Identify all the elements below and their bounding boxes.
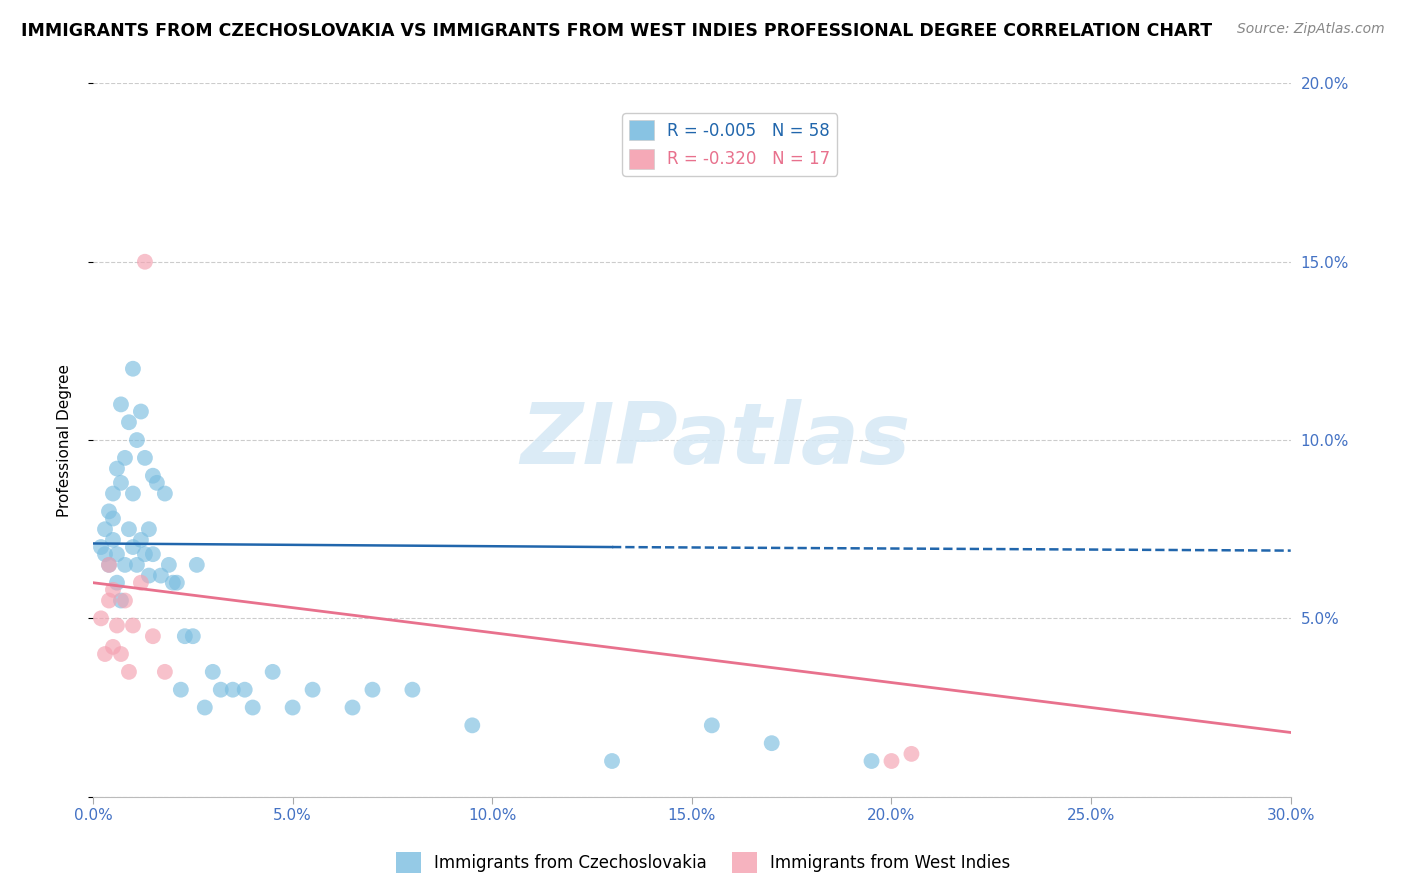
Point [142, 468, 165, 483]
Point [186, 558, 208, 572]
Point [118, 522, 141, 536]
Point [129, 575, 152, 590]
Point [700, 718, 723, 732]
Point [94, 647, 117, 661]
Point [761, 736, 783, 750]
Point [262, 665, 284, 679]
Point [233, 682, 256, 697]
Point [122, 361, 145, 376]
Point [201, 665, 224, 679]
Point [142, 547, 165, 561]
Point [342, 700, 364, 714]
Point [101, 640, 124, 654]
Point [105, 461, 128, 475]
Point [242, 700, 264, 714]
Point [138, 522, 160, 536]
Point [125, 433, 148, 447]
Point [129, 533, 152, 547]
Point [142, 629, 165, 643]
Point [134, 254, 156, 268]
Point [138, 568, 160, 582]
Point [146, 475, 169, 490]
Point [101, 511, 124, 525]
Point [114, 450, 136, 465]
Point [110, 647, 132, 661]
Point [301, 682, 323, 697]
Point [461, 718, 484, 732]
Point [98, 558, 121, 572]
Point [170, 682, 193, 697]
Text: Source: ZipAtlas.com: Source: ZipAtlas.com [1237, 22, 1385, 37]
Point [149, 568, 172, 582]
Point [281, 700, 304, 714]
Point [173, 629, 195, 643]
Point [181, 629, 204, 643]
Point [114, 593, 136, 607]
Text: ZIPatlas: ZIPatlas [520, 399, 911, 482]
Point [94, 522, 117, 536]
Point [90, 540, 112, 554]
Point [401, 682, 423, 697]
Point [157, 558, 180, 572]
Point [101, 582, 124, 597]
Legend: R = -0.005   N = 58, R = -0.320   N = 17: R = -0.005 N = 58, R = -0.320 N = 17 [623, 113, 837, 176]
Point [600, 754, 623, 768]
Point [110, 397, 132, 411]
Point [900, 747, 922, 761]
Point [110, 593, 132, 607]
Point [153, 665, 176, 679]
Point [209, 682, 232, 697]
Point [134, 450, 156, 465]
Point [125, 558, 148, 572]
Point [134, 547, 156, 561]
Point [101, 486, 124, 500]
Point [114, 558, 136, 572]
Point [122, 540, 145, 554]
Point [194, 700, 217, 714]
Point [166, 575, 188, 590]
Point [118, 415, 141, 429]
Point [222, 682, 245, 697]
Point [94, 547, 117, 561]
Point [118, 665, 141, 679]
Legend: Immigrants from Czechoslovakia, Immigrants from West Indies: Immigrants from Czechoslovakia, Immigran… [389, 846, 1017, 880]
Point [105, 547, 128, 561]
Point [101, 533, 124, 547]
Point [122, 486, 145, 500]
Point [110, 475, 132, 490]
Point [105, 575, 128, 590]
Point [122, 618, 145, 632]
Point [162, 575, 184, 590]
Y-axis label: Professional Degree: Professional Degree [58, 364, 72, 516]
Point [153, 486, 176, 500]
Point [98, 558, 121, 572]
Point [90, 611, 112, 625]
Point [105, 618, 128, 632]
Point [860, 754, 883, 768]
Point [880, 754, 903, 768]
Point [98, 593, 121, 607]
Text: IMMIGRANTS FROM CZECHOSLOVAKIA VS IMMIGRANTS FROM WEST INDIES PROFESSIONAL DEGRE: IMMIGRANTS FROM CZECHOSLOVAKIA VS IMMIGR… [21, 22, 1212, 40]
Point [361, 682, 384, 697]
Point [129, 404, 152, 418]
Point [98, 504, 121, 518]
